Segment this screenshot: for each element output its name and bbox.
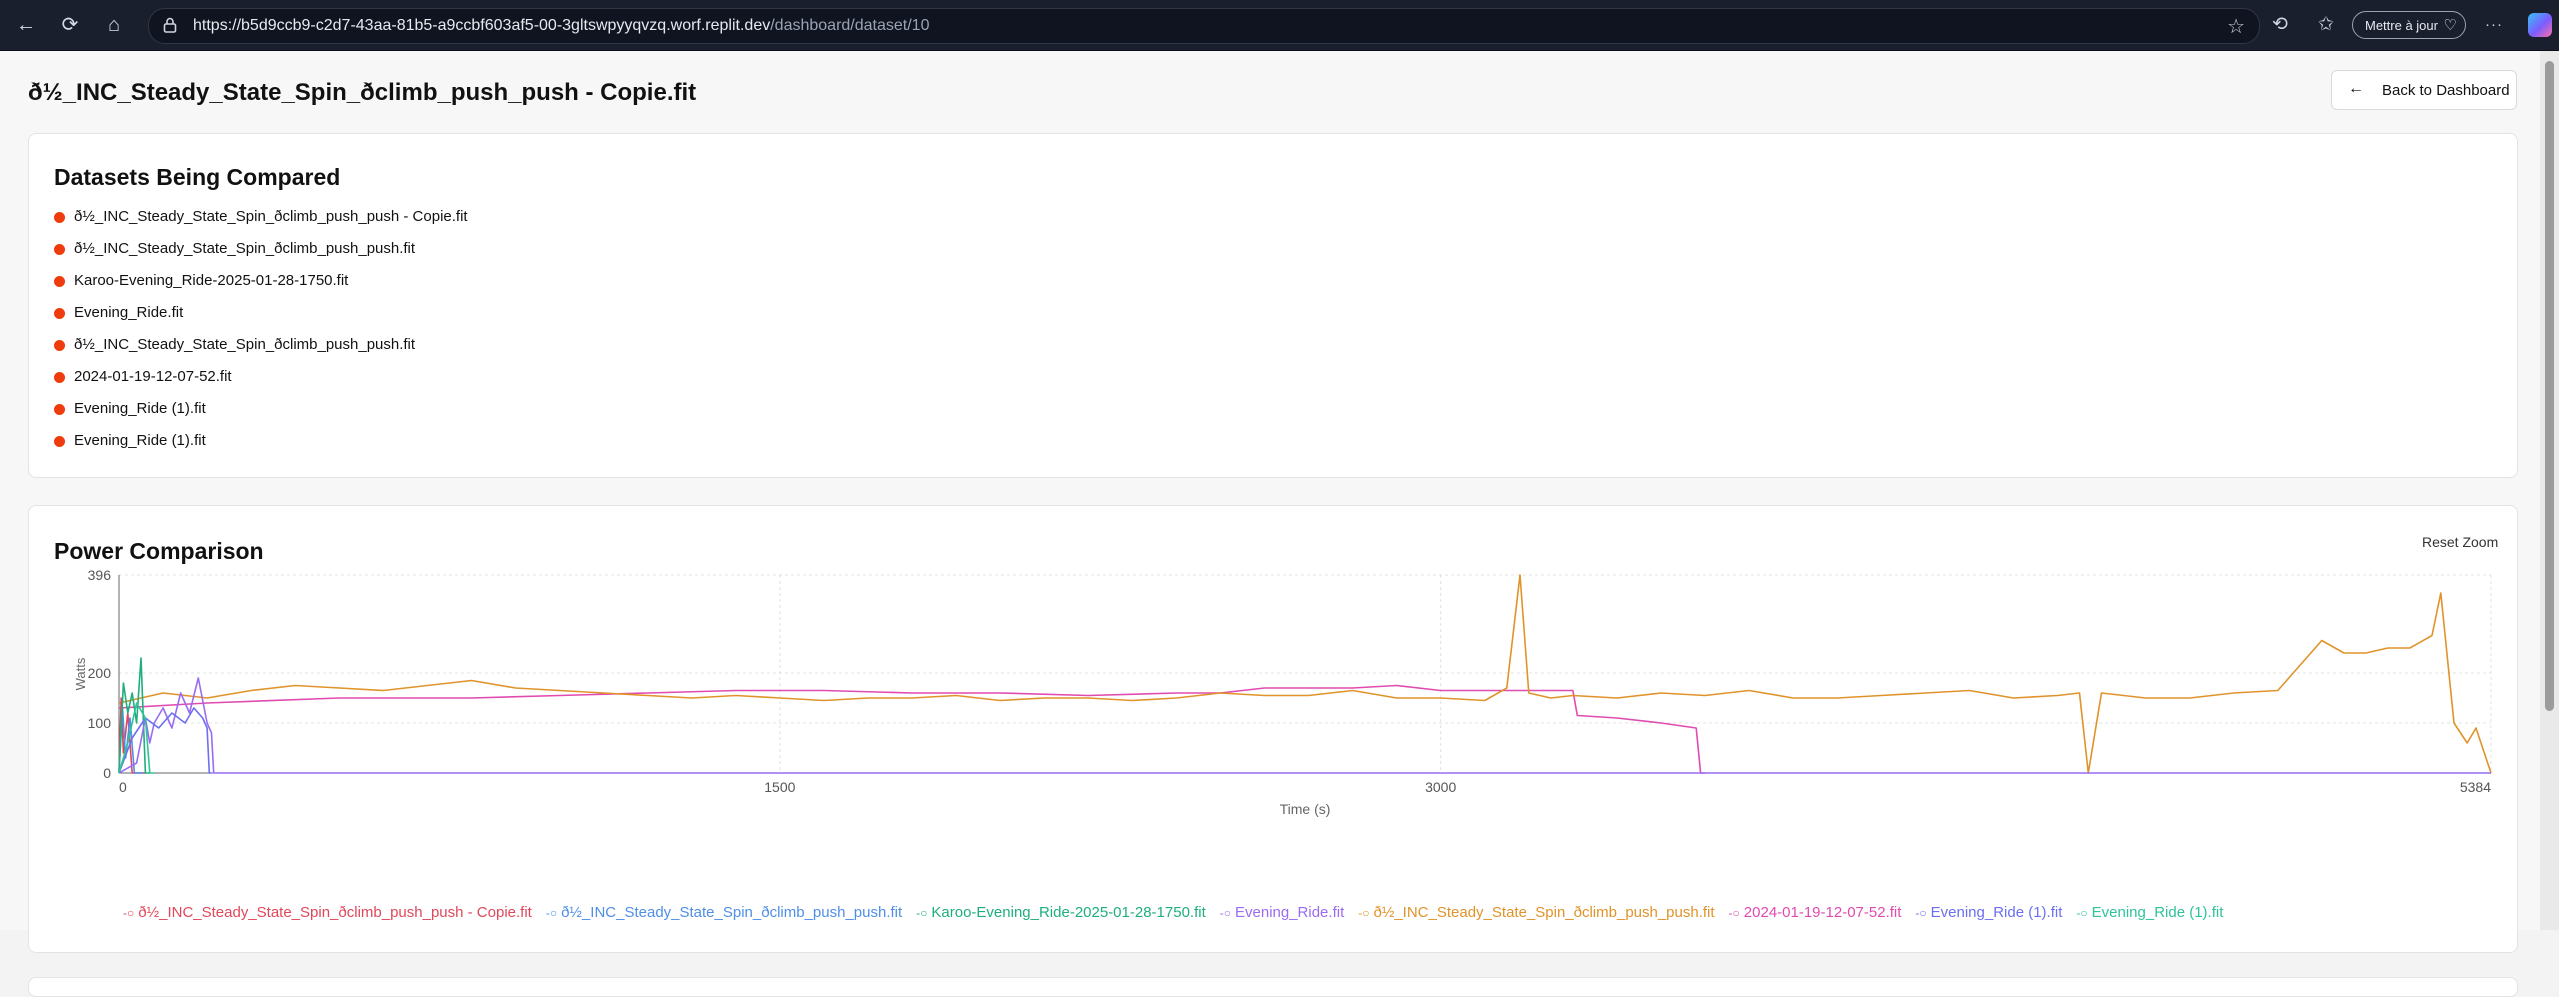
legend-item[interactable]: -○ ð ½_INC_Steady_State_Spin_ð climb_push… bbox=[546, 904, 902, 921]
legend-marker-icon: -○ bbox=[123, 906, 134, 920]
legend-marker-icon: -○ bbox=[1915, 906, 1926, 920]
favorite-star-icon[interactable]: ☆ bbox=[2227, 14, 2245, 39]
legend-item[interactable]: -○ ð ½_INC_Steady_State_Spin_ð climb_push… bbox=[123, 904, 532, 921]
back-to-dashboard-label: Back to Dashboard bbox=[2382, 82, 2510, 99]
legend-item[interactable]: -○ Karoo-Evening_Ride-2025-01-28-1750.fit bbox=[916, 904, 1206, 921]
y-tick-label: 0 bbox=[103, 765, 111, 781]
datasets-card: Datasets Being Compared ð ½_INC_Steady_S… bbox=[28, 133, 2518, 478]
page-content: ð ½_INC_Steady_State_Spin_ð climb_push_p… bbox=[0, 51, 2540, 930]
scrollbar-thumb[interactable] bbox=[2545, 61, 2554, 711]
legend-label: Evening_Ride.fit bbox=[1235, 904, 1344, 921]
dataset-name: ð ½_INC_Steady_State_Spin_ð climb_push_p… bbox=[74, 208, 468, 225]
copilot-icon[interactable] bbox=[2528, 13, 2552, 37]
legend-marker-icon: -○ bbox=[1220, 906, 1231, 920]
legend-item[interactable]: -○ ð ½_INC_Steady_State_Spin_ð climb_push… bbox=[1358, 904, 1714, 921]
legend-label: Evening_Ride (1).fit bbox=[2092, 904, 2224, 921]
bullet-dot-icon bbox=[54, 436, 65, 447]
browser-toolbar: ← ⟳ ⌂ https://b5d9ccb9-c2d7-43aa-81b5-a9… bbox=[0, 0, 2559, 51]
legend-label: ð ½_INC_Steady_State_Spin_ð climb_push_p… bbox=[1373, 904, 1714, 921]
next-card bbox=[28, 977, 2518, 997]
x-tick-label: 0 bbox=[119, 779, 127, 795]
power-line-chart[interactable]: 0 100 200 396 0 1500 3000 5384 Watts Time (s) bbox=[29, 506, 2517, 952]
y-tick-label: 100 bbox=[88, 715, 112, 731]
x-tick-label: 5384 bbox=[2460, 779, 2491, 795]
datasets-card-title: Datasets Being Compared bbox=[54, 164, 340, 191]
legend-marker-icon: -○ bbox=[2076, 906, 2087, 920]
home-icon[interactable]: ⌂ bbox=[100, 11, 128, 39]
url-path: /dashboard/dataset/10 bbox=[770, 17, 929, 34]
back-arrow-icon[interactable]: ← bbox=[12, 11, 40, 39]
extensions-icon[interactable]: ⟲ bbox=[2266, 11, 2294, 39]
x-axis-label: Time (s) bbox=[1280, 801, 1331, 817]
heart-icon: ♡ bbox=[2444, 12, 2457, 40]
lock-icon bbox=[163, 17, 177, 33]
address-bar[interactable]: https://b5d9ccb9-c2d7-43aa-81b5-a9ccbf60… bbox=[148, 8, 2260, 44]
bullet-dot-icon bbox=[54, 404, 65, 415]
page-title: ð ½_INC_Steady_State_Spin_ð climb_push_p… bbox=[28, 79, 696, 107]
more-menu-icon[interactable]: ··· bbox=[2480, 11, 2508, 39]
legend-item[interactable]: -○ 2024-01-19-12-07-52.fit bbox=[1729, 904, 1902, 921]
series-line bbox=[119, 678, 2491, 773]
dataset-name: ð ½_INC_Steady_State_Spin_ð climb_push_p… bbox=[74, 336, 415, 353]
page-scrollbar[interactable] bbox=[2540, 51, 2559, 930]
dataset-name: 2024-01-19-12-07-52.fit bbox=[74, 368, 232, 385]
dataset-name: Karoo-Evening_Ride-2025-01-28-1750.fit bbox=[74, 272, 348, 289]
legend-marker-icon: -○ bbox=[1729, 906, 1740, 920]
url-host: https://b5d9ccb9-c2d7-43aa-81b5-a9ccbf60… bbox=[193, 17, 770, 34]
legend-item[interactable]: -○ Evening_Ride (1).fit bbox=[2076, 904, 2223, 921]
bullet-dot-icon bbox=[54, 372, 65, 383]
legend-label: ð ½_INC_Steady_State_Spin_ð climb_push_p… bbox=[561, 904, 902, 921]
x-tick-label: 3000 bbox=[1425, 779, 1456, 795]
legend-label: Karoo-Evening_Ride-2025-01-28-1750.fit bbox=[931, 904, 1205, 921]
bullet-dot-icon bbox=[54, 212, 65, 223]
bullet-dot-icon bbox=[54, 308, 65, 319]
legend-item[interactable]: -○ Evening_Ride.fit bbox=[1220, 904, 1344, 921]
legend-marker-icon: -○ bbox=[546, 906, 557, 920]
legend-label: Evening_Ride (1).fit bbox=[1931, 904, 2063, 921]
legend-label: ð ½_INC_Steady_State_Spin_ð climb_push_p… bbox=[138, 904, 532, 921]
dataset-name: ð ½_INC_Steady_State_Spin_ð climb_push_p… bbox=[74, 240, 415, 257]
legend-item[interactable]: -○ Evening_Ride (1).fit bbox=[1915, 904, 2062, 921]
series-line bbox=[119, 575, 2491, 773]
x-tick-label: 1500 bbox=[764, 779, 795, 795]
update-button[interactable]: Mettre à jour ♡ bbox=[2352, 11, 2466, 39]
bullet-dot-icon bbox=[54, 340, 65, 351]
dataset-name: Evening_Ride (1).fit bbox=[74, 432, 206, 449]
favorites-icon[interactable]: ✩ bbox=[2312, 11, 2340, 39]
url-text: https://b5d9ccb9-c2d7-43aa-81b5-a9ccbf60… bbox=[193, 17, 929, 35]
y-tick-label: 200 bbox=[88, 665, 112, 681]
legend-marker-icon: -○ bbox=[916, 906, 927, 920]
legend-label: 2024-01-19-12-07-52.fit bbox=[1744, 904, 1902, 921]
dataset-name: Evening_Ride.fit bbox=[74, 304, 183, 321]
refresh-icon[interactable]: ⟳ bbox=[56, 11, 84, 39]
arrow-left-icon: ← bbox=[2348, 80, 2364, 98]
update-label: Mettre à jour bbox=[2365, 18, 2438, 33]
back-to-dashboard-button[interactable]: ← Back to Dashboard bbox=[2331, 70, 2517, 110]
power-comparison-card: Power Comparison Reset Zoom 0 100 200 396 0 1… bbox=[28, 505, 2518, 953]
bullet-dot-icon bbox=[54, 244, 65, 255]
dataset-name: Evening_Ride (1).fit bbox=[74, 400, 206, 417]
legend-marker-icon: -○ bbox=[1358, 906, 1369, 920]
chart-legend: -○ ð ½_INC_Steady_State_Spin_ð climb_push… bbox=[123, 904, 2237, 926]
y-axis-label: Watts bbox=[73, 657, 88, 690]
bullet-dot-icon bbox=[54, 276, 65, 287]
y-tick-label: 396 bbox=[88, 567, 112, 583]
